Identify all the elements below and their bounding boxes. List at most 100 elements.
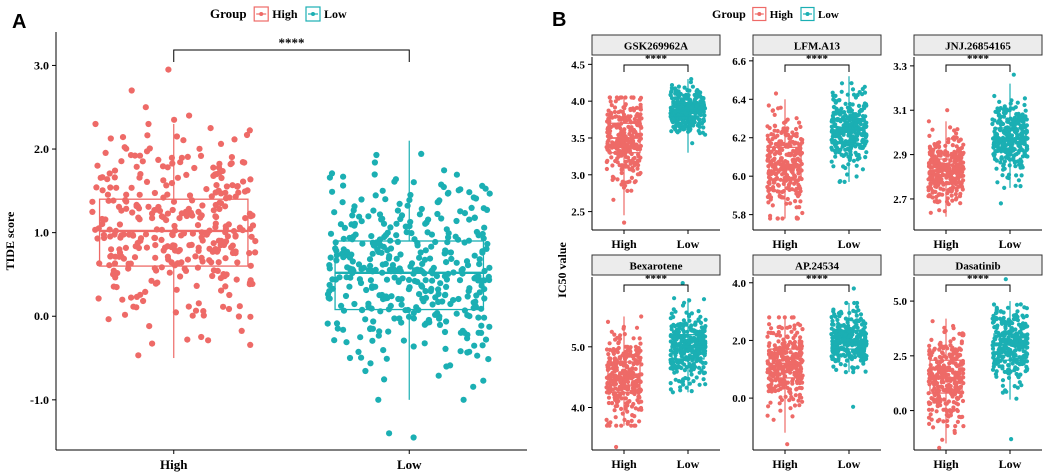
- box-high: [98, 198, 249, 267]
- data-point-low: [856, 308, 861, 313]
- data-point-high: [633, 423, 638, 428]
- data-point-high: [243, 131, 251, 139]
- data-point-high: [785, 117, 790, 122]
- data-point-low: [1001, 338, 1006, 343]
- data-point-high: [134, 203, 141, 210]
- data-point-high: [769, 141, 774, 146]
- data-point-high: [173, 286, 180, 293]
- data-point-low: [696, 365, 702, 370]
- data-point-high: [125, 260, 132, 267]
- data-point-high: [629, 175, 635, 180]
- data-point-low: [669, 88, 674, 93]
- data-point-high: [221, 273, 228, 280]
- data-point-high: [214, 248, 221, 255]
- data-point-high: [775, 128, 780, 134]
- data-point-low: [679, 379, 684, 384]
- data-point-low: [461, 210, 468, 217]
- facet-strip: [752, 34, 882, 56]
- data-point-low: [671, 124, 676, 129]
- data-point-high: [235, 313, 242, 320]
- data-point-low: [333, 257, 340, 264]
- data-point-low: [334, 325, 341, 332]
- data-point-low: [703, 324, 708, 329]
- data-point-high: [776, 330, 781, 335]
- data-point-low: [851, 370, 856, 375]
- data-point-high: [800, 399, 805, 404]
- data-point-low: [1014, 396, 1019, 401]
- data-point-high: [222, 283, 229, 290]
- data-point-low: [991, 355, 996, 360]
- data-point-high: [205, 337, 212, 344]
- data-point-low: [831, 307, 836, 312]
- data-point-low: [365, 300, 372, 307]
- data-point-low: [336, 274, 343, 281]
- data-point-low: [994, 308, 999, 313]
- data-point-high: [195, 300, 202, 307]
- data-point-low: [340, 326, 347, 333]
- box-high: [768, 146, 802, 181]
- data-point-low: [1014, 340, 1019, 345]
- data-point-high: [122, 244, 129, 251]
- data-point-high: [927, 349, 932, 354]
- data-point-low: [417, 249, 424, 256]
- data-point-low: [385, 328, 392, 335]
- data-point-high: [125, 265, 132, 272]
- data-point-low: [435, 286, 442, 293]
- facet-strip: [752, 254, 882, 276]
- data-point-high: [935, 419, 941, 424]
- data-point-low: [835, 349, 840, 354]
- data-point-high: [629, 158, 635, 164]
- data-point-low: [668, 387, 674, 392]
- data-point-low: [863, 321, 868, 326]
- data-point-high: [182, 267, 190, 274]
- data-point-high: [606, 400, 612, 406]
- data-point-high: [942, 325, 947, 330]
- data-point-high: [92, 120, 99, 128]
- data-point-high: [627, 139, 632, 145]
- data-point-high: [223, 183, 230, 190]
- data-point-high: [930, 174, 935, 179]
- facet-strip-title: LFM.A13: [794, 41, 841, 53]
- data-point-low: [846, 133, 851, 138]
- data-point-high: [929, 417, 934, 422]
- data-point-high: [612, 105, 618, 110]
- data-point-low: [843, 101, 848, 106]
- data-point-low: [381, 376, 388, 383]
- data-point-low: [471, 252, 478, 259]
- data-point-high: [152, 254, 159, 261]
- data-point-low: [831, 364, 836, 369]
- data-point-low: [830, 90, 835, 95]
- data-point-high: [948, 413, 954, 418]
- data-point-high: [208, 193, 215, 200]
- data-point-high: [797, 403, 802, 408]
- data-point-low: [351, 220, 358, 227]
- data-point-high: [139, 158, 146, 165]
- y-tick-label: 5.0: [571, 342, 585, 354]
- data-point-low: [995, 180, 1000, 185]
- data-point-high: [634, 144, 639, 149]
- data-point-high: [949, 151, 954, 157]
- data-point-high: [106, 170, 113, 177]
- facet-strip-title: JNJ.26854165: [945, 41, 1011, 53]
- data-point-high: [622, 380, 627, 385]
- data-point-low: [690, 350, 695, 355]
- data-point-low: [1004, 389, 1009, 394]
- data-point-low: [829, 159, 834, 164]
- data-point-high: [632, 380, 637, 385]
- data-point-low: [416, 254, 423, 261]
- data-point-high: [766, 389, 771, 394]
- data-point-high: [632, 155, 637, 161]
- data-point-low: [397, 251, 404, 258]
- data-point-low: [351, 300, 358, 308]
- data-point-high: [149, 340, 156, 347]
- data-point-low: [696, 121, 702, 126]
- data-point-low: [1019, 173, 1024, 178]
- data-point-low: [992, 93, 997, 99]
- data-point-high: [795, 190, 800, 195]
- data-point-high: [148, 277, 155, 284]
- data-point-high: [772, 358, 777, 363]
- data-point-low: [834, 367, 839, 372]
- data-point-low: [419, 260, 426, 267]
- data-point-low: [441, 292, 449, 299]
- data-point-high: [192, 307, 200, 314]
